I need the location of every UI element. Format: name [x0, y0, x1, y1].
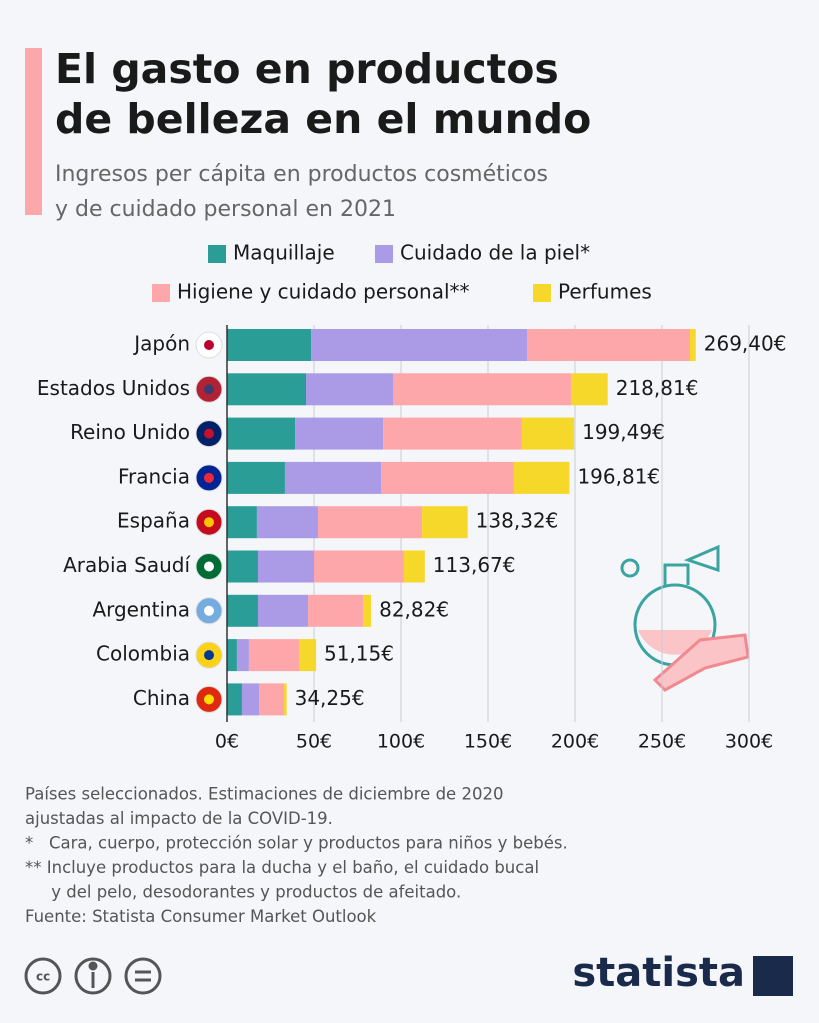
bar-segment	[248, 639, 300, 672]
bar-segment	[363, 594, 372, 627]
legend-swatch	[152, 284, 170, 302]
bar-segment	[227, 683, 242, 716]
bar-segment	[526, 329, 691, 361]
illustration	[620, 544, 750, 692]
flag-detail	[204, 340, 214, 350]
y-tick-label: Argentina	[92, 597, 190, 621]
note: Fuente: Statista Consumer Market Outlook	[25, 907, 377, 926]
note: * Cara, cuerpo, protección solar y produ…	[25, 834, 568, 853]
flag-detail	[204, 561, 214, 572]
bar-segment	[403, 550, 425, 583]
y-tick-label: Colombia	[96, 642, 190, 666]
bar-segment	[392, 373, 571, 406]
legend-swatch	[375, 245, 393, 263]
bar-segment	[295, 417, 384, 450]
brand-logo	[753, 956, 793, 996]
y-tick-label: Francia	[118, 464, 190, 488]
y-tick-label: España	[117, 509, 190, 533]
total-label: 218,81€	[616, 376, 699, 400]
bar-segment	[227, 329, 312, 361]
cc-icon-text: cc	[36, 970, 50, 984]
bar-segment	[227, 417, 296, 450]
note: Países seleccionados. Estimaciones de di…	[25, 785, 503, 804]
total-label: 199,49€	[582, 420, 665, 444]
bar-segment	[236, 639, 249, 672]
chart-title: El gasto en productos	[55, 45, 559, 93]
license-icons	[24, 957, 162, 995]
bar-segment	[227, 594, 258, 627]
total-label: 82,82€	[379, 597, 449, 621]
subtitle: y de cuidado personal en 2021	[55, 197, 396, 222]
y-tick-label: Japón	[132, 332, 190, 356]
bar-segment	[380, 461, 514, 494]
bar-segment	[570, 373, 608, 406]
bar-segment	[241, 683, 260, 716]
y-tick-label: Reino Unido	[70, 420, 190, 444]
bar-segment	[513, 461, 570, 494]
x-tick-label: 150€	[464, 731, 512, 753]
bar-segment	[305, 373, 393, 406]
bar-segment	[227, 461, 285, 494]
flag-detail	[204, 605, 214, 616]
flag-detail	[204, 650, 214, 661]
y-tick-label: Estados Unidos	[37, 376, 190, 400]
bar-segment	[227, 639, 237, 672]
total-label: 269,40€	[704, 332, 787, 356]
flag-detail	[204, 384, 214, 395]
bar-segment	[299, 639, 317, 672]
x-tick-label: 50€	[296, 731, 332, 753]
bar-segment	[257, 594, 309, 627]
x-tick-label: 200€	[551, 731, 599, 753]
bar-segment	[227, 506, 257, 539]
x-tick-label: 250€	[638, 731, 686, 753]
bar-segment	[308, 594, 364, 627]
y-tick-label: China	[133, 686, 190, 710]
total-label: 51,15€	[324, 642, 394, 666]
legend-swatch	[533, 284, 551, 302]
legend-label: Cuidado de la piel*	[400, 241, 590, 265]
total-label: 113,67€	[433, 553, 516, 577]
bar-segment	[257, 550, 314, 583]
bar-segment	[314, 550, 404, 583]
y-tick-label: Arabia Saudí	[63, 553, 191, 577]
bar-segment	[521, 417, 575, 450]
x-tick-label: 100€	[377, 731, 425, 753]
total-label: 138,32€	[476, 509, 559, 533]
subtitle: Ingresos per cápita en productos cosméti…	[55, 162, 548, 187]
flag-detail	[204, 428, 214, 439]
flag-detail	[204, 694, 214, 705]
bar-segment	[422, 506, 468, 539]
total-label: 196,81€	[577, 464, 660, 488]
flag-detail	[204, 472, 214, 483]
bar-segment	[227, 550, 258, 583]
note: y del pelo, desodorantes y productos de …	[25, 883, 461, 902]
note: ** Incluye productos para la ducha y el …	[25, 858, 539, 877]
legend-swatch	[208, 245, 226, 263]
chart-title: de belleza en el mundo	[55, 95, 591, 143]
legend-label: Perfumes	[558, 280, 652, 304]
bar-segment	[259, 683, 285, 716]
bar-segment	[256, 506, 319, 539]
bar-segment	[284, 683, 287, 716]
total-label: 34,25€	[295, 686, 365, 710]
x-tick-label: 300€	[725, 731, 773, 753]
bar-segment	[690, 329, 696, 361]
bar-segment	[227, 373, 306, 406]
legend-label: Higiene y cuidado personal**	[177, 280, 470, 304]
x-tick-label: 0€	[215, 731, 239, 753]
note: ajustadas al impacto de la COVID-19.	[25, 809, 333, 828]
bar-segment	[284, 461, 381, 494]
accent-bar	[25, 48, 42, 215]
brand: statista	[572, 950, 745, 996]
bar-segment	[318, 506, 423, 539]
bar-segment	[311, 329, 527, 361]
flag-detail	[204, 517, 214, 528]
legend-label: Maquillaje	[233, 241, 335, 265]
bar-segment	[383, 417, 522, 450]
